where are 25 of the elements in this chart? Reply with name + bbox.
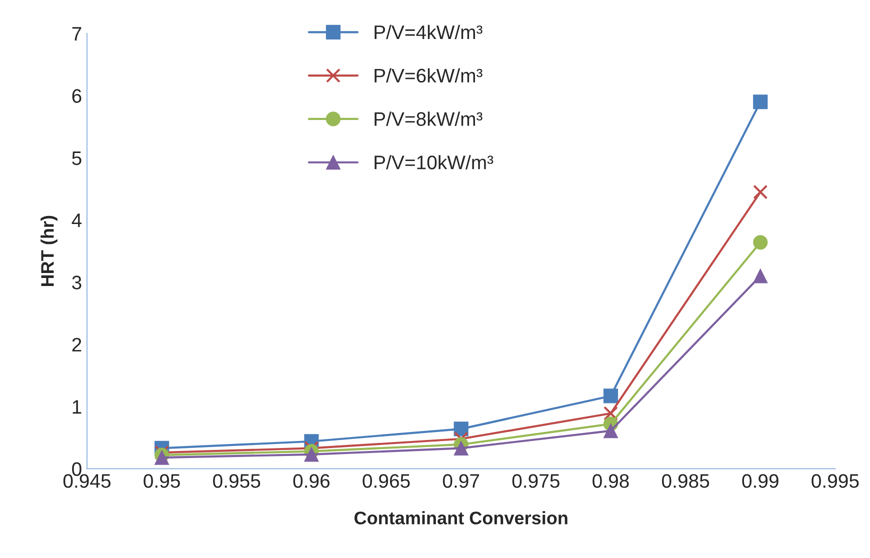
x-axis-title: Contaminant Conversion	[354, 511, 568, 524]
y-tick-label: 5	[72, 152, 82, 166]
y-tick-label: 7	[72, 27, 82, 41]
y-tick-label: 2	[72, 338, 82, 352]
y-tick-label: 4	[72, 214, 82, 228]
y-tick-label: 3	[72, 276, 82, 290]
x-tick-label: 0.99	[742, 474, 778, 488]
x-tick-label: 0.96	[293, 474, 330, 488]
legend-label: P/V=6kW/m³	[374, 68, 482, 83]
x-tick-label: 0.945	[63, 474, 111, 488]
x-tick-label: 0.95	[144, 474, 180, 488]
x-tick-label: 0.955	[213, 474, 260, 488]
y-tick-label: 0	[72, 462, 82, 476]
y-tick-label: 6	[72, 89, 82, 103]
x-tick-label: 0.995	[812, 474, 859, 488]
x-tick-label: 0.975	[512, 474, 560, 488]
x-tick-label: 0.97	[442, 474, 480, 488]
x-tick-label: 0.98	[592, 474, 629, 488]
legend-label: P/V=4kW/m³	[374, 24, 482, 40]
x-tick-label: 0.965	[362, 474, 410, 488]
y-axis-title: HRT (hr)	[40, 216, 58, 286]
legend-label: P/V=8kW/m³	[374, 112, 482, 126]
y-tick-label: 1	[72, 400, 82, 414]
legend-label: P/V=10kW/m³	[374, 155, 494, 170]
x-tick-label: 0.985	[662, 474, 710, 488]
